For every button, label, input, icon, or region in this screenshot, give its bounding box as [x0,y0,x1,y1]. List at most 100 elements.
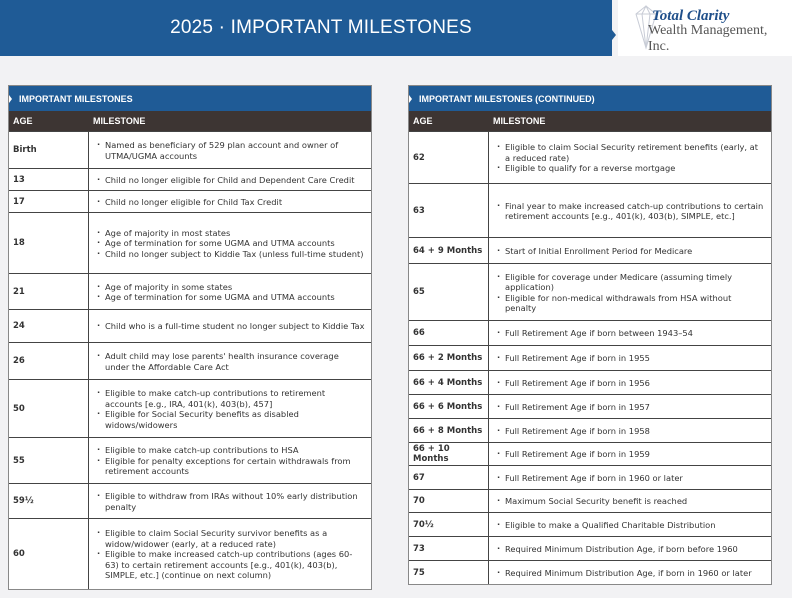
logo-line2: Wealth Management, Inc. [648,23,768,54]
table-row: 62 Eligible to claim Social Security reti… [409,131,771,183]
table-row: 59½ Eligible to withdraw from IRAs withou… [9,483,371,518]
milestone-cell: Full Retirement Age if born between 1943… [489,321,771,345]
age-cell: 66 [409,321,489,345]
table-row: 66 + 8 Months Full Retirement Age if born… [409,418,771,442]
page-title: 2025 · IMPORTANT MILESTONES [0,0,612,56]
milestone-cell: Start of Initial Enrollment Period for M… [489,238,771,263]
table-row: 70 Maximum Social Security benefit is rea… [409,489,771,512]
table-title: IMPORTANT MILESTONES (CONTINUED) [409,86,771,111]
milestone-item: Final year to make increased catch-up co… [497,200,765,222]
age-cell: 66 + 10 Months [409,443,489,465]
age-cell: 18 [9,213,89,273]
milestone-item: Eligible for Social Security benefits as… [97,408,365,430]
banner-notch [612,30,616,40]
milestone-item: Eligible to make a Qualified Charitable … [497,519,765,531]
milestone-item: Full Retirement Age if born in 1959 [497,448,765,460]
col-age: AGE [13,116,33,126]
milestone-cell: Eligible to make catch-up contributions … [89,438,371,483]
age-cell: 73 [409,537,489,560]
milestone-cell: Child who is a full-time student no long… [89,310,371,342]
age-cell: 50 [9,380,89,437]
table-row: 65 Eligible for coverage under Medicare (… [409,263,771,320]
milestone-item: Eligible to qualify for a reverse mortga… [497,162,765,174]
table-row: 67 Full Retirement Age if born in 1960 or… [409,465,771,489]
age-cell: 75 [409,561,489,584]
milestone-item: Required Minimum Distribution Age, if bo… [497,543,765,555]
table-row: 64 + 9 Months Start of Initial Enrollment… [409,237,771,263]
table-row: 70½ Eligible to make a Qualified Charitab… [409,512,771,536]
milestone-item: Age of majority in some states [97,281,365,293]
table-row: 63 Final year to make increased catch-up … [409,183,771,237]
milestone-cell: Age of majority in most statesAge of ter… [89,213,371,273]
age-cell: 60 [9,519,89,589]
age-cell: 64 + 9 Months [409,238,489,263]
milestone-item: Age of termination for some UGMA and UTM… [97,237,365,249]
milestone-item: Eligible to withdraw from IRAs without 1… [97,490,365,512]
age-cell: 66 + 8 Months [409,419,489,442]
col-age: AGE [413,116,433,126]
milestone-cell: Child no longer eligible for Child and D… [89,169,371,190]
milestone-item: Start of Initial Enrollment Period for M… [497,245,765,257]
milestone-item: Full Retirement Age if born in 1955 [497,352,765,364]
milestone-item: Child who is a full-time student no long… [97,320,365,332]
table-row: 18Age of majority in most statesAge of t… [9,212,371,273]
age-cell: 63 [409,184,489,237]
milestone-item: Eligible to claim Social Security retire… [497,141,765,163]
table-row: 17 Child no longer eligible for Child Tax… [9,190,371,212]
table-row: 75 Required Minimum Distribution Age, if … [409,560,771,584]
col-milestone: MILESTONE [493,116,546,126]
age-cell: 67 [409,466,489,489]
table-header: AGE MILESTONE [409,111,771,131]
milestone-item: Child no longer eligible for Child Tax C… [97,196,365,208]
table-row: 66 Full Retirement Age if born between 19… [409,320,771,345]
age-cell: 17 [9,191,89,212]
table-row: 26 Adult child may lose parents' health i… [9,342,371,379]
milestone-cell: Full Retirement Age if born in 1960 or l… [489,466,771,489]
table-row: 73 Required Minimum Distribution Age, if … [409,536,771,560]
milestone-cell: Final year to make increased catch-up co… [489,184,771,237]
milestone-item: Full Retirement Age if born in 1960 or l… [497,472,765,484]
age-cell: 70½ [409,513,489,536]
milestone-cell: Age of majority in some statesAge of ter… [89,274,371,309]
milestone-cell: Maximum Social Security benefit is reach… [489,490,771,512]
milestone-cell: Eligible to make catch-up contributions … [89,380,371,437]
table-row: 66 + 2 Months Full Retirement Age if born… [409,345,771,370]
milestone-item: Eligible for coverage under Medicare (as… [497,271,765,293]
logo-line1: Total Clarity [652,8,730,24]
age-cell: 66 + 2 Months [409,346,489,370]
milestone-cell: Full Retirement Age if born in 1956 [489,371,771,394]
milestone-cell: Adult child may lose parents' health ins… [89,343,371,379]
col-milestone: MILESTONE [93,116,146,126]
table-row: 66 + 4 Months Full Retirement Age if born… [409,370,771,394]
age-cell: 70 [409,490,489,512]
milestone-cell: Required Minimum Distribution Age, if bo… [489,561,771,584]
company-logo: Total Clarity Wealth Management, Inc. [618,0,792,56]
milestone-item: Eligible to claim Social Security surviv… [97,527,365,549]
milestone-item: Age of termination for some UGMA and UTM… [97,291,365,303]
milestone-item: Child no longer eligible for Child and D… [97,174,365,186]
milestones-continued-table: IMPORTANT MILESTONES (CONTINUED) AGE MILE… [408,85,772,585]
milestone-cell: Eligible to claim Social Security retire… [489,132,771,183]
age-cell: Birth [9,132,89,168]
milestone-cell: Eligible to make a Qualified Charitable … [489,513,771,536]
milestone-cell: Child no longer eligible for Child Tax C… [89,191,371,212]
milestone-item: Eligible to make increased catch-up cont… [97,548,365,581]
age-cell: 55 [9,438,89,483]
table-row: Birth Named as beneficiary of 529 plan ac… [9,131,371,168]
milestone-item: Named as beneficiary of 529 plan account… [97,139,365,161]
milestone-item: Eligible for non-medical withdrawals fro… [497,292,765,314]
age-cell: 24 [9,310,89,342]
milestone-item: Maximum Social Security benefit is reach… [497,495,765,507]
table-row: 66 + 6 Months Full Retirement Age if born… [409,394,771,418]
table-title: IMPORTANT MILESTONES [9,86,371,111]
milestone-item: Full Retirement Age if born between 1943… [497,327,765,339]
milestone-item: Child no longer subject to Kiddie Tax (u… [97,248,365,260]
milestone-item: Eligible to make catch-up contributions … [97,444,365,456]
milestone-cell: Full Retirement Age if born in 1958 [489,419,771,442]
age-cell: 65 [409,264,489,320]
table-row: 21Age of majority in some statesAge of t… [9,273,371,309]
milestone-cell: Full Retirement Age if born in 1957 [489,395,771,418]
table-header: AGE MILESTONE [9,111,371,131]
milestone-item: Adult child may lose parents' health ins… [97,350,365,372]
age-cell: 21 [9,274,89,309]
